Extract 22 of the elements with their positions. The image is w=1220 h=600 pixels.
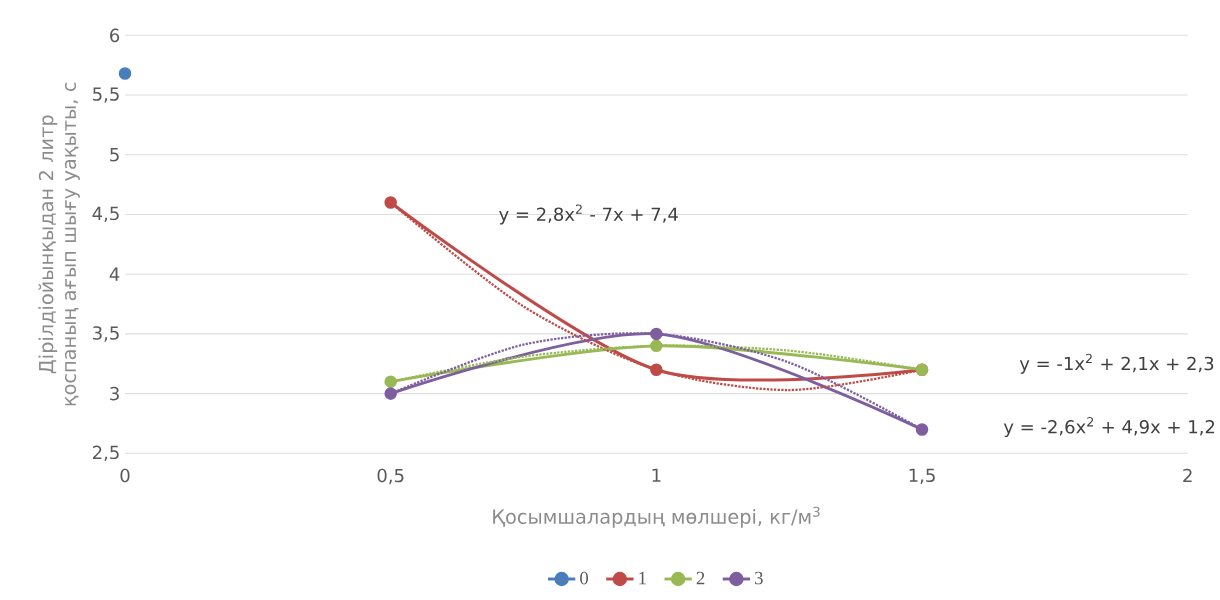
y-tick-label: 3,5 bbox=[93, 326, 119, 342]
x-tick-label: 0,5 bbox=[377, 468, 404, 485]
legend-label: 3 bbox=[755, 571, 763, 585]
x-axis-title: Қосымшалардың мөлшері, кг/м$^{3}$ bbox=[493, 506, 820, 528]
legend-label: 1 bbox=[639, 571, 646, 585]
y-tick-label: 3 bbox=[110, 386, 119, 401]
x-tick-label: 0 bbox=[120, 468, 130, 483]
y-tick-label: 4,5 bbox=[92, 206, 119, 223]
y-tick-label: 2,5 bbox=[92, 445, 119, 462]
x-tick-label: 1 bbox=[652, 468, 661, 482]
x-tick-label: 2 bbox=[1183, 468, 1192, 483]
y-tick-label: 4 bbox=[109, 267, 120, 281]
y-axis-title: Дірілдіойынқыдан 2 литр қоспаның ағып шығу уақыты, с bbox=[38, 82, 80, 406]
annotation: y = -2,6x$^{2}$ + 4,9x + 1,2 bbox=[1003, 417, 1215, 438]
legend-label: 2 bbox=[696, 571, 705, 585]
legend-label: 0 bbox=[580, 571, 589, 585]
y-tick-label: 5 bbox=[110, 148, 119, 162]
annotation: y = 2,8x$^{2}$ - 7x + 7,4 bbox=[499, 204, 678, 225]
x-tick-label: 1,5 bbox=[909, 468, 935, 484]
y-tick-label: 6 bbox=[110, 28, 120, 43]
annotation: y = -1x$^{2}$ + 2,1x + 2,3 bbox=[1019, 353, 1214, 374]
y-tick-label: 5,5 bbox=[93, 87, 119, 103]
